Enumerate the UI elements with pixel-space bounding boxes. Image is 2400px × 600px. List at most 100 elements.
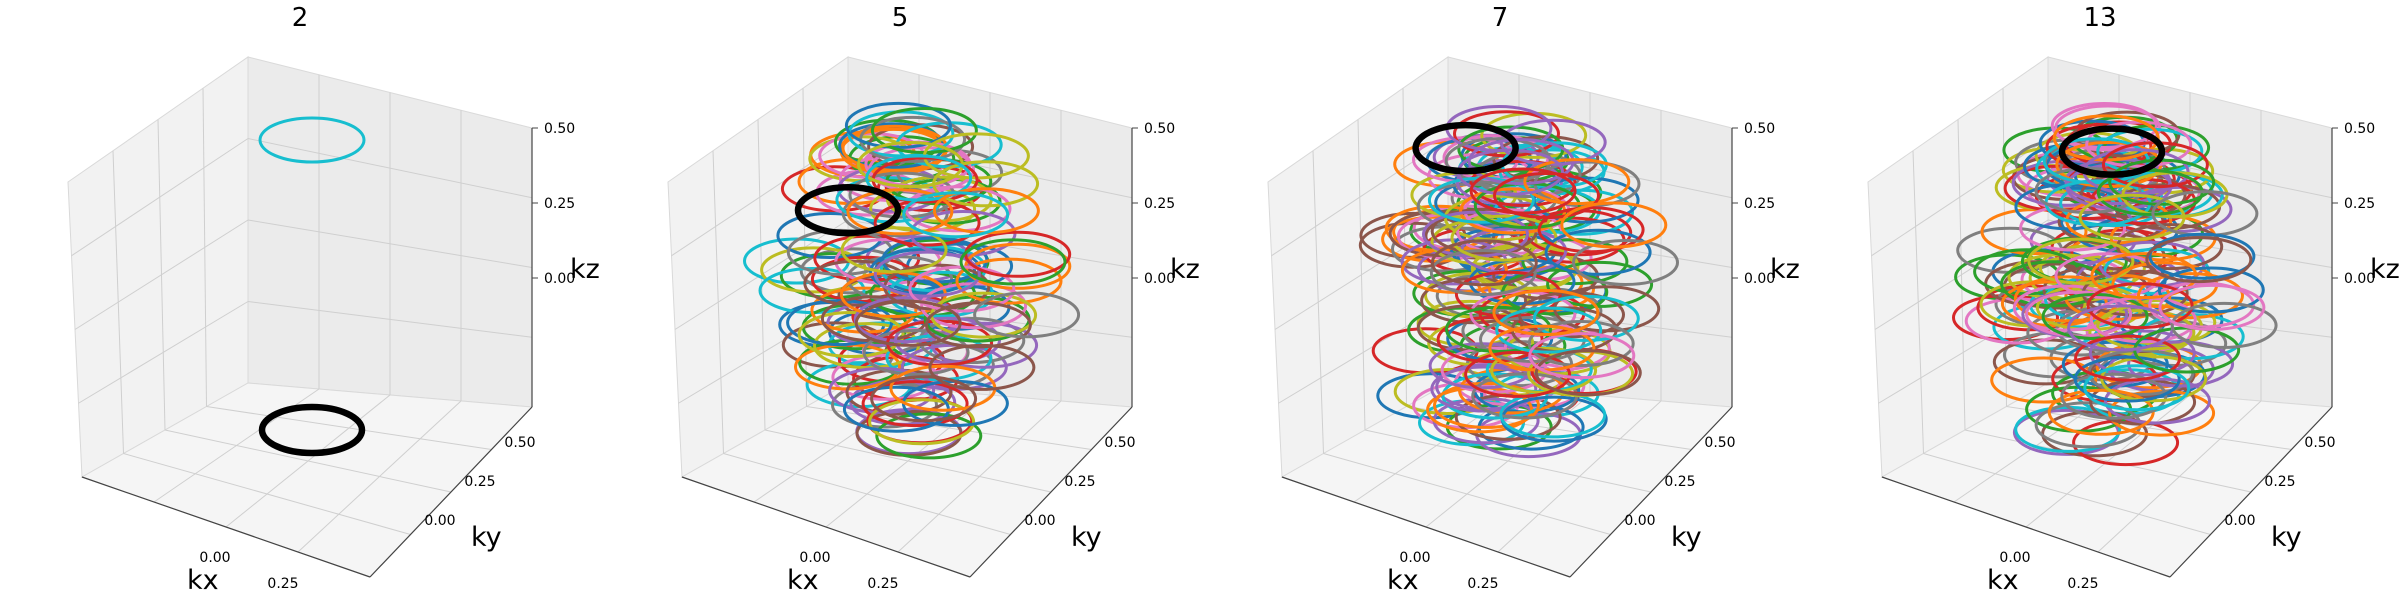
grid-line bbox=[157, 119, 166, 431]
ring-17 bbox=[1976, 284, 2084, 332]
ring-69 bbox=[861, 380, 969, 428]
x-axis-label: kx bbox=[787, 565, 819, 596]
ring-155 bbox=[2170, 301, 2278, 349]
y-tick-label: 0.50 bbox=[2304, 435, 2335, 451]
ring-127 bbox=[1429, 249, 1537, 296]
ring-138 bbox=[1523, 158, 1631, 206]
highlight-ring bbox=[258, 403, 366, 457]
ring-97 bbox=[1546, 260, 1654, 308]
ring-127 bbox=[2088, 329, 2196, 377]
x-tick-label: 0.25 bbox=[867, 576, 898, 592]
y-tick-label: 0.00 bbox=[1024, 513, 1055, 529]
z-tick-label: 0.25 bbox=[544, 196, 575, 212]
ring-146 bbox=[1572, 239, 1679, 286]
ring-132 bbox=[2085, 120, 2193, 168]
ring-125 bbox=[1445, 305, 1552, 353]
ring-94 bbox=[844, 101, 952, 149]
ring-70 bbox=[803, 259, 911, 307]
grid-line bbox=[297, 400, 462, 553]
ring-143 bbox=[1528, 332, 1636, 380]
ring-156 bbox=[2148, 232, 2256, 280]
x-axis-line bbox=[1281, 476, 1571, 578]
x-tick-label: 0.00 bbox=[799, 550, 830, 566]
ring-136 bbox=[1430, 239, 1538, 287]
grid-line bbox=[1964, 429, 2252, 493]
ring-153 bbox=[2086, 282, 2194, 330]
ring-129 bbox=[1464, 350, 1572, 398]
z-tick-label: 0.25 bbox=[1744, 196, 1775, 212]
y-axis-line bbox=[1569, 406, 1733, 578]
ring-35 bbox=[1990, 356, 2098, 404]
z-tick-label: 0.50 bbox=[2344, 121, 2375, 137]
grid-line bbox=[206, 406, 492, 450]
ring-158 bbox=[2145, 236, 2253, 284]
ring-128 bbox=[2060, 372, 2168, 420]
y-axis-label: ky bbox=[1071, 522, 1102, 553]
rings bbox=[258, 116, 366, 164]
ring-58 bbox=[797, 311, 905, 358]
x-axis-label: kx bbox=[1387, 565, 1419, 596]
y-tick-label: 0.00 bbox=[424, 513, 455, 529]
ring-85 bbox=[2108, 389, 2216, 437]
y-axis-line bbox=[369, 406, 533, 578]
ring-135 bbox=[1495, 306, 1603, 354]
ring-94 bbox=[2088, 309, 2196, 356]
z-tick-label: 0.25 bbox=[1144, 196, 1175, 212]
y-tick-label: 0.00 bbox=[2224, 513, 2255, 529]
y-tick-label: 0.50 bbox=[1104, 435, 1135, 451]
z-axis-label: kz bbox=[1770, 254, 1800, 285]
z-tick-label: 0.00 bbox=[2344, 271, 2375, 287]
z-tick-label: 0.00 bbox=[1744, 271, 1775, 287]
ring-121 bbox=[854, 299, 962, 347]
x-tick-label: 0.25 bbox=[1467, 576, 1498, 592]
ring-133 bbox=[1532, 294, 1640, 342]
ring-111 bbox=[873, 250, 981, 298]
x-tick-label: 0.25 bbox=[2067, 576, 2098, 592]
grid-line bbox=[1357, 119, 1366, 431]
grid-line bbox=[2006, 406, 2292, 450]
ring-123 bbox=[959, 238, 1067, 286]
grid-line bbox=[247, 301, 533, 338]
ring-107 bbox=[2104, 377, 2211, 425]
ring-111 bbox=[2047, 388, 2155, 436]
highlight-ring bbox=[2058, 125, 2166, 178]
z-axis-label: kz bbox=[2370, 254, 2400, 285]
ring-124 bbox=[2137, 272, 2244, 320]
y-tick-label: 0.25 bbox=[1664, 474, 1695, 490]
ring-113 bbox=[2050, 102, 2158, 149]
ring-8 bbox=[760, 246, 868, 294]
z-axis-label: kz bbox=[570, 254, 600, 285]
grid-line bbox=[164, 429, 452, 493]
ring-149 bbox=[2157, 266, 2265, 314]
grid-line bbox=[78, 301, 249, 404]
ring-54 bbox=[875, 412, 983, 460]
y-tick-label: 0.50 bbox=[504, 435, 535, 451]
rings bbox=[743, 101, 1081, 460]
z-tick-label: 0.25 bbox=[2344, 196, 2375, 212]
x-tick-label: 0.00 bbox=[1999, 550, 2030, 566]
x-axis-label: kx bbox=[187, 565, 219, 596]
ring-111 bbox=[1436, 316, 1544, 364]
subplot-title: 2 bbox=[292, 3, 309, 33]
ring-107 bbox=[955, 257, 1063, 305]
y-tick-label: 0.50 bbox=[1704, 435, 1735, 451]
ring-75 bbox=[1433, 381, 1540, 429]
z-axis-label: kz bbox=[1170, 254, 1200, 285]
ring-139 bbox=[1544, 228, 1652, 276]
ring-134 bbox=[2073, 355, 2181, 403]
ring-101 bbox=[870, 375, 978, 423]
ring-108 bbox=[846, 188, 954, 236]
ring-52 bbox=[786, 299, 894, 347]
x-tick-label: 0.25 bbox=[267, 576, 298, 592]
ring-82 bbox=[862, 329, 970, 376]
x-tick-label: 0.00 bbox=[1399, 550, 1430, 566]
ring-148 bbox=[1560, 201, 1668, 249]
ring-122 bbox=[973, 291, 1081, 339]
highlight-ring bbox=[794, 183, 902, 237]
grid-line bbox=[1957, 119, 1966, 431]
y-axis-line bbox=[969, 406, 1133, 578]
